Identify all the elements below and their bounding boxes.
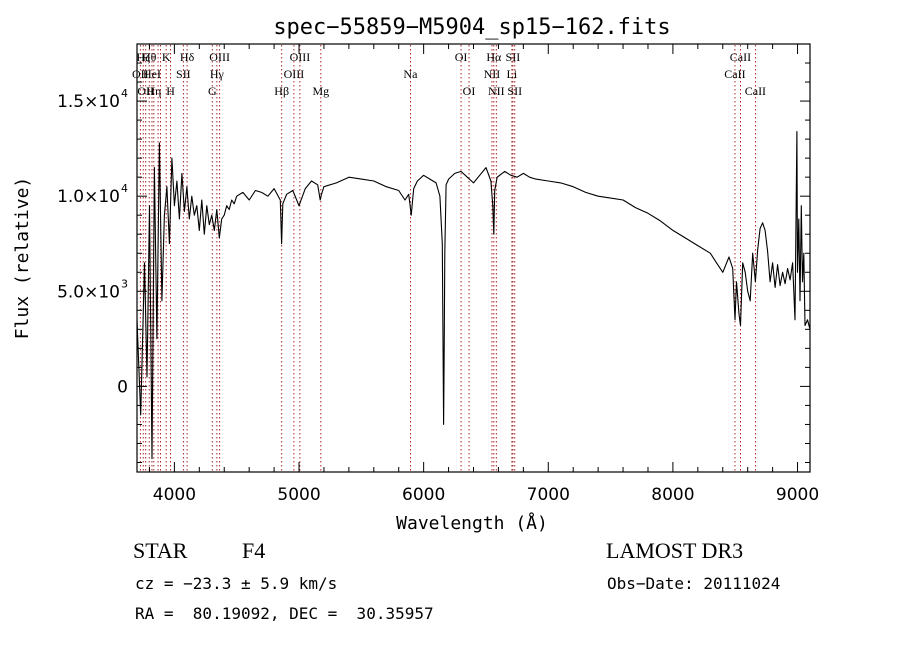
x-tick-label: 9000	[776, 485, 819, 505]
y-tick-exponent: 4	[121, 182, 128, 195]
x-tick-label: 5000	[277, 485, 320, 505]
y-tick-label: 5.0×10	[57, 282, 120, 302]
spectral-line-labels: HζHθOIIOIIHeIHηKHSIIHδGHγOIIIHβOIIIOIIIM…	[132, 50, 766, 98]
y-axis-label: Flux (relative)	[12, 177, 33, 340]
line-label-28: CaII	[724, 67, 745, 81]
plot-frame	[136, 43, 811, 473]
line-label-8: K	[162, 50, 171, 64]
line-label-22: NII	[484, 67, 501, 81]
line-label-29: CaII	[730, 50, 751, 64]
observation-date: Obs−Date: 20111024	[607, 574, 781, 593]
x-axis-label: Wavelength (Å)	[396, 512, 548, 534]
line-label-16: OIII	[284, 67, 305, 81]
line-label-13: Hγ	[210, 67, 225, 81]
line-label-11: Hδ	[180, 50, 195, 64]
spectral-line-markers	[139, 45, 756, 471]
y-tick-exponent: 3	[121, 277, 128, 290]
y-tick-label: 1.0×10	[57, 187, 120, 207]
y-axis-ticks: 05.0×10 31.0×10 41.5×10 4	[57, 43, 810, 463]
chart-title: spec−55859−M5904_sp15−162.fits	[273, 15, 670, 40]
line-label-25: Li	[507, 67, 518, 81]
line-label-26: SII	[506, 50, 521, 64]
x-axis-ticks: 4000 5000 6000 7000 8000 9000	[148, 44, 819, 505]
line-label-27: SII	[507, 84, 522, 98]
line-label-1: Hθ	[142, 50, 157, 64]
line-label-21: OI	[463, 84, 476, 98]
ra-dec-coordinates: RA = 80.19092, DEC = 30.35957	[135, 604, 434, 623]
star-subclass: F4	[242, 538, 266, 563]
line-label-2: OII	[132, 67, 149, 81]
line-label-5: Hη	[146, 84, 161, 98]
line-label-4: HeI	[143, 67, 161, 81]
spectrum-line	[136, 130, 811, 460]
line-label-15: Hβ	[274, 84, 289, 98]
x-tick-label: 6000	[402, 485, 445, 505]
line-label-20: OI	[455, 50, 468, 64]
y-tick-label: 0	[117, 377, 128, 397]
x-tick-label: 4000	[153, 485, 196, 505]
line-label-3: OII	[137, 84, 154, 98]
y-tick-exponent: 4	[121, 87, 128, 100]
redshift-velocity: cz = −23.3 ± 5.9 km/s	[135, 574, 338, 593]
line-label-10: SII	[176, 67, 191, 81]
line-label-19: Na	[403, 67, 418, 81]
line-label-30: CaII	[745, 84, 766, 98]
line-label-9: H	[166, 84, 175, 98]
star-class: STAR	[133, 538, 188, 563]
line-label-0: Hζ	[136, 50, 150, 64]
line-label-23: Hα	[486, 50, 502, 64]
line-label-24: NII	[488, 84, 505, 98]
y-tick-label: 1.5×10	[57, 92, 120, 112]
survey-name: LAMOST DR3	[606, 538, 744, 563]
line-label-18: Mg	[312, 84, 329, 98]
x-tick-label: 7000	[527, 485, 570, 505]
line-label-14: OIII	[209, 50, 230, 64]
x-tick-label: 8000	[651, 485, 694, 505]
line-label-12: G	[208, 84, 217, 98]
line-label-17: OIII	[290, 50, 311, 64]
